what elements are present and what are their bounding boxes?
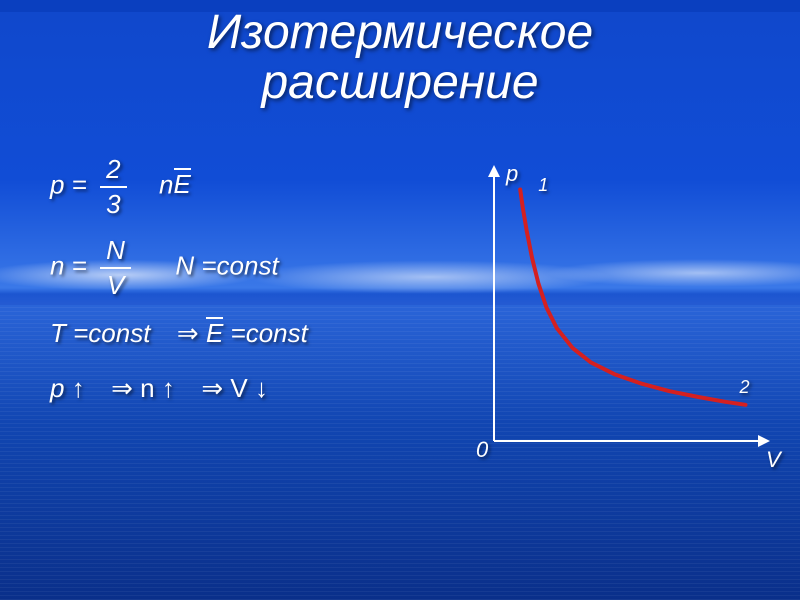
title-line-1: Изотермическое	[0, 8, 800, 58]
eq3-E-bar: E	[206, 317, 223, 346]
equation-pressure: p = 2 3 nE	[50, 155, 308, 218]
eq3-after: =const	[223, 318, 308, 348]
eq2-fraction: N V	[100, 236, 131, 299]
equation-isotherm: T =const ⇒ E =const	[50, 317, 308, 348]
slide: Изотермическое расширение p = 2 3 nE n =…	[0, 0, 800, 600]
origin-label: 0	[476, 437, 488, 463]
eq1-num: 2	[100, 155, 126, 188]
eq2-num: N	[100, 236, 131, 269]
eq4-imp2: ⇒ V	[201, 373, 247, 403]
pv-chart	[480, 165, 770, 455]
axis-label-v: V	[766, 447, 781, 473]
title-line-2: расширение	[0, 58, 800, 108]
eq4-imp1: ⇒ n	[111, 373, 154, 403]
implies-icon: ⇒	[177, 318, 199, 348]
up-arrow-icon: ↑	[72, 373, 85, 403]
curve-point-2-label: 2	[740, 377, 750, 398]
eq1-n: n	[159, 169, 173, 199]
equation-implication-chain: p ↑ ⇒ n ↑ ⇒ V ↓	[50, 374, 308, 403]
formulas-block: p = 2 3 nE n = N V N =const T =const ⇒ E…	[50, 155, 308, 421]
down-arrow-icon: ↓	[255, 373, 268, 403]
eq2-right: N =const	[175, 251, 278, 281]
up-arrow-icon: ↑	[162, 373, 175, 403]
eq1-E-bar: E	[174, 168, 191, 197]
eq2-den: V	[100, 269, 131, 300]
equation-density: n = N V N =const	[50, 236, 308, 299]
slide-title: Изотермическое расширение	[0, 8, 800, 109]
curve-point-1-label: 1	[538, 175, 548, 196]
axis-label-p: p	[506, 161, 518, 187]
eq3-T: T =const	[50, 318, 150, 348]
eq2-left: n =	[50, 251, 87, 281]
eq4-p: p	[50, 373, 64, 403]
eq1-left: p =	[50, 169, 87, 199]
eq1-den: 3	[100, 188, 126, 219]
eq1-fraction: 2 3	[100, 155, 126, 218]
